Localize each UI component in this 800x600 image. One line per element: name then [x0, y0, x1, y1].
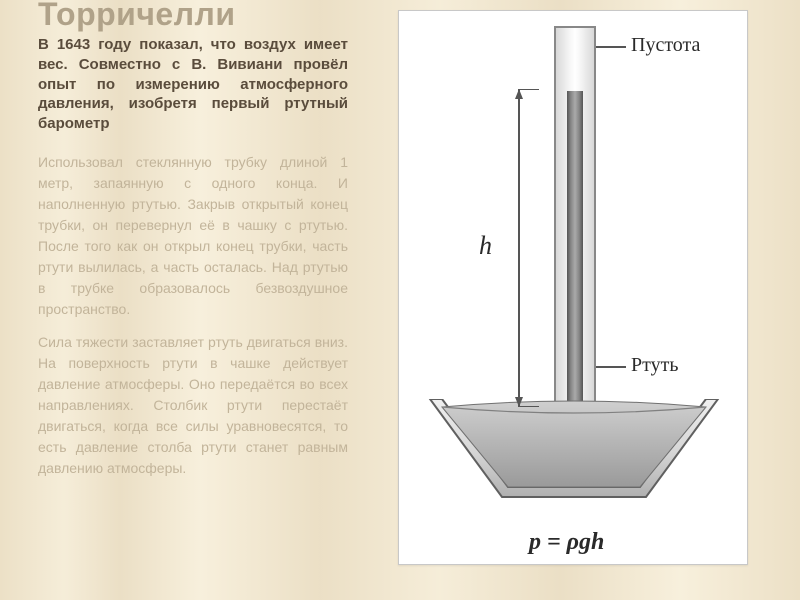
content-wrapper: Торричелли В 1643 году показал, что возд…	[0, 0, 800, 600]
label-height: h	[479, 231, 492, 261]
formula-text: p = ρgh	[529, 529, 604, 556]
intro-paragraph: В 1643 году показал, что воздух имеет ве…	[38, 35, 348, 134]
label-vacuum: Пустота	[631, 34, 700, 57]
page-title: Торричелли	[38, 0, 348, 33]
figure-column: Пустота Ртуть h p = ρgh	[370, 0, 776, 600]
barometer-diagram: Пустота Ртуть h p = ρgh	[398, 10, 748, 565]
label-mercury: Ртуть	[631, 354, 678, 377]
mercury-cup	[424, 399, 724, 501]
text-column: Торричелли В 1643 году показал, что возд…	[38, 0, 348, 600]
height-bracket	[511, 89, 541, 407]
body-paragraph-2: Сила тяжести заставляет ртуть двигаться …	[38, 332, 348, 479]
body-paragraph-1: Использовал стеклянную трубку длиной 1 м…	[38, 152, 348, 320]
label-line-vacuum	[596, 46, 626, 48]
label-line-mercury	[596, 366, 626, 368]
